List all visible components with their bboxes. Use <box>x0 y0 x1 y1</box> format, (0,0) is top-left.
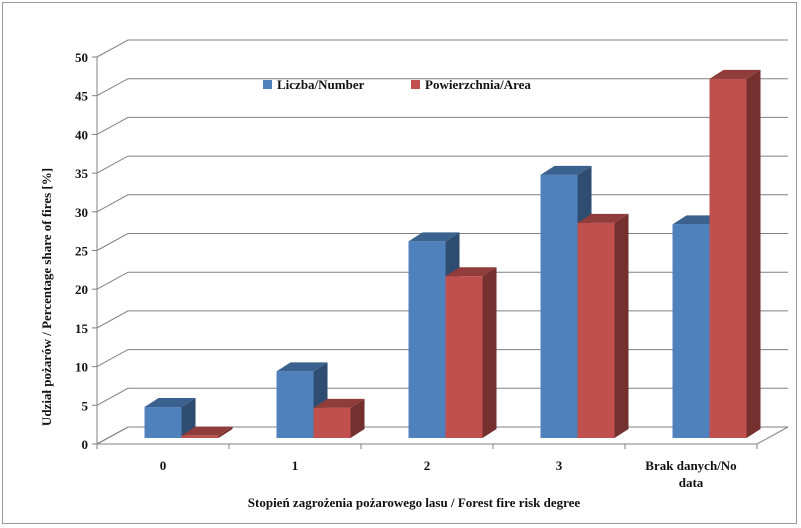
y-tick-label: 15 <box>75 321 89 336</box>
gridline <box>96 194 788 213</box>
y-tick-label: 35 <box>75 166 89 181</box>
legend: Liczba/Number Powierzchnia/Area <box>263 77 531 92</box>
gridline <box>96 155 788 174</box>
y-tick-label: 30 <box>75 205 88 220</box>
bar-top <box>181 426 233 436</box>
bar-area-0 <box>181 426 233 438</box>
bar-front <box>144 407 182 438</box>
bar-front <box>445 276 483 438</box>
y-axis-ticks: 0 5 10 15 20 25 30 35 40 45 50 <box>75 50 97 452</box>
y-axis-title: Udział pożarów / Percentage share of fir… <box>39 168 54 426</box>
bar-front <box>276 371 314 438</box>
y-tick-label: 45 <box>75 89 89 104</box>
y-tick-label: 40 <box>75 127 88 142</box>
x-axis-title: Stopień zagrożenia pożarowego lasu / For… <box>248 495 581 510</box>
bar-side <box>218 426 233 438</box>
legend-swatch <box>411 80 420 89</box>
gridline <box>96 39 788 58</box>
bar-area-3 <box>577 213 629 438</box>
bars <box>144 69 761 438</box>
legend-label: Liczba/Number <box>277 77 365 92</box>
legend-swatch <box>263 80 272 89</box>
gridline <box>96 78 788 97</box>
y-tick-label: 10 <box>75 360 88 375</box>
bar-front <box>577 222 615 438</box>
bar-front <box>408 241 446 438</box>
bar-top <box>276 362 328 372</box>
bar-area-4 <box>709 69 761 438</box>
x-tick-label: 2 <box>424 458 431 473</box>
bar-top <box>144 398 196 408</box>
bar-top <box>445 267 497 277</box>
x-tick-label: data <box>679 475 704 490</box>
bar-area-1 <box>313 398 365 438</box>
y-tick-label: 0 <box>82 437 89 452</box>
bar-side <box>181 398 196 438</box>
bar-top <box>709 69 761 79</box>
y-tick-label: 20 <box>75 282 88 297</box>
bar-front <box>181 435 219 438</box>
bar-front <box>672 224 710 438</box>
bar-number-0 <box>144 398 196 438</box>
bar-top <box>540 165 592 175</box>
x-tick-label: 0 <box>160 458 167 473</box>
bar-area-2 <box>445 267 497 438</box>
bar-front <box>709 78 747 438</box>
bar-side <box>350 398 365 438</box>
bar-front <box>540 174 578 438</box>
bar-side <box>614 213 629 438</box>
bar-top <box>577 213 629 223</box>
x-tick-label: 3 <box>556 458 563 473</box>
x-axis-ticks: 0 1 2 3 Brak danych/No data <box>96 444 758 490</box>
legend-label: Powierzchnia/Area <box>425 77 531 92</box>
x-tick-label: Brak danych/No <box>645 458 736 473</box>
y-tick-label: 50 <box>75 50 88 65</box>
y-tick-label: 5 <box>82 398 89 413</box>
bar-side <box>746 69 761 438</box>
x-tick-label: 1 <box>292 458 299 473</box>
bar-top <box>408 232 460 242</box>
bar-front <box>313 407 351 438</box>
bar-side <box>482 267 497 438</box>
gridline <box>96 116 788 135</box>
y-tick-label: 25 <box>75 244 89 259</box>
bar-top <box>313 398 365 408</box>
